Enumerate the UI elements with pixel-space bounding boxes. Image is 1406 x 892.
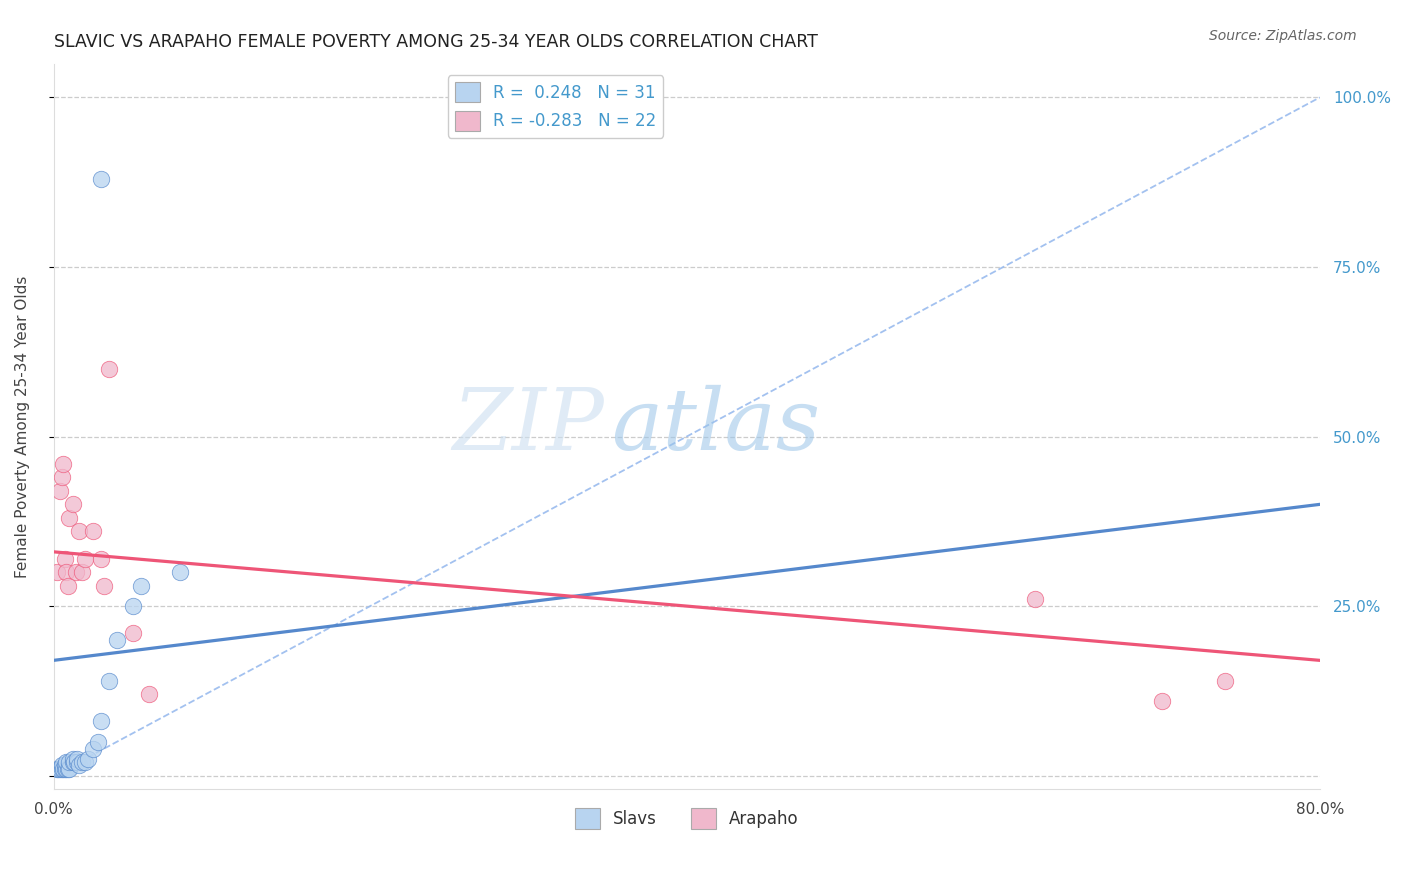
Point: [1024, 592, 1046, 607]
Point: [90, 714, 112, 729]
Point: [49, 762, 72, 776]
Point: [58, 511, 80, 525]
Point: [75, 755, 97, 769]
Point: [70, 565, 93, 579]
Point: [55, 755, 77, 769]
Point: [82, 741, 104, 756]
Point: [53, 758, 76, 772]
Point: [90, 551, 112, 566]
Point: [1213, 673, 1236, 688]
Point: [67, 758, 90, 772]
Point: [82, 524, 104, 539]
Point: [56, 762, 79, 776]
Legend: Slavs, Arapaho: Slavs, Arapaho: [568, 802, 806, 835]
Point: [93, 579, 115, 593]
Point: [56, 579, 79, 593]
Point: [45, 565, 67, 579]
Point: [63, 755, 86, 769]
Text: Source: ZipAtlas.com: Source: ZipAtlas.com: [1209, 29, 1357, 44]
Point: [129, 579, 152, 593]
Point: [98, 361, 121, 376]
Point: [58, 762, 80, 776]
Point: [55, 565, 77, 579]
Point: [62, 752, 84, 766]
Point: [52, 457, 75, 471]
Point: [51, 470, 73, 484]
Point: [55, 762, 77, 776]
Point: [121, 626, 143, 640]
Point: [62, 755, 84, 769]
Point: [65, 565, 87, 579]
Point: [53, 551, 76, 566]
Y-axis label: Female Poverty Among 25-34 Year Olds: Female Poverty Among 25-34 Year Olds: [15, 275, 30, 577]
Point: [67, 524, 90, 539]
Text: ZIP: ZIP: [453, 385, 605, 467]
Point: [51, 758, 73, 772]
Point: [138, 687, 160, 701]
Point: [1150, 694, 1173, 708]
Point: [52, 762, 75, 776]
Point: [58, 755, 80, 769]
Point: [77, 752, 100, 766]
Point: [51, 762, 73, 776]
Point: [53, 762, 76, 776]
Point: [62, 497, 84, 511]
Point: [98, 673, 121, 688]
Point: [70, 755, 93, 769]
Point: [90, 171, 112, 186]
Point: [45, 762, 67, 776]
Point: [87, 735, 110, 749]
Point: [105, 632, 128, 647]
Point: [169, 565, 191, 579]
Point: [49, 483, 72, 498]
Point: [48, 762, 70, 776]
Text: SLAVIC VS ARAPAHO FEMALE POVERTY AMONG 25-34 YEAR OLDS CORRELATION CHART: SLAVIC VS ARAPAHO FEMALE POVERTY AMONG 2…: [53, 33, 817, 51]
Point: [66, 752, 89, 766]
Point: [75, 551, 97, 566]
Text: atlas: atlas: [610, 385, 820, 467]
Point: [121, 599, 143, 613]
Point: [66, 755, 89, 769]
